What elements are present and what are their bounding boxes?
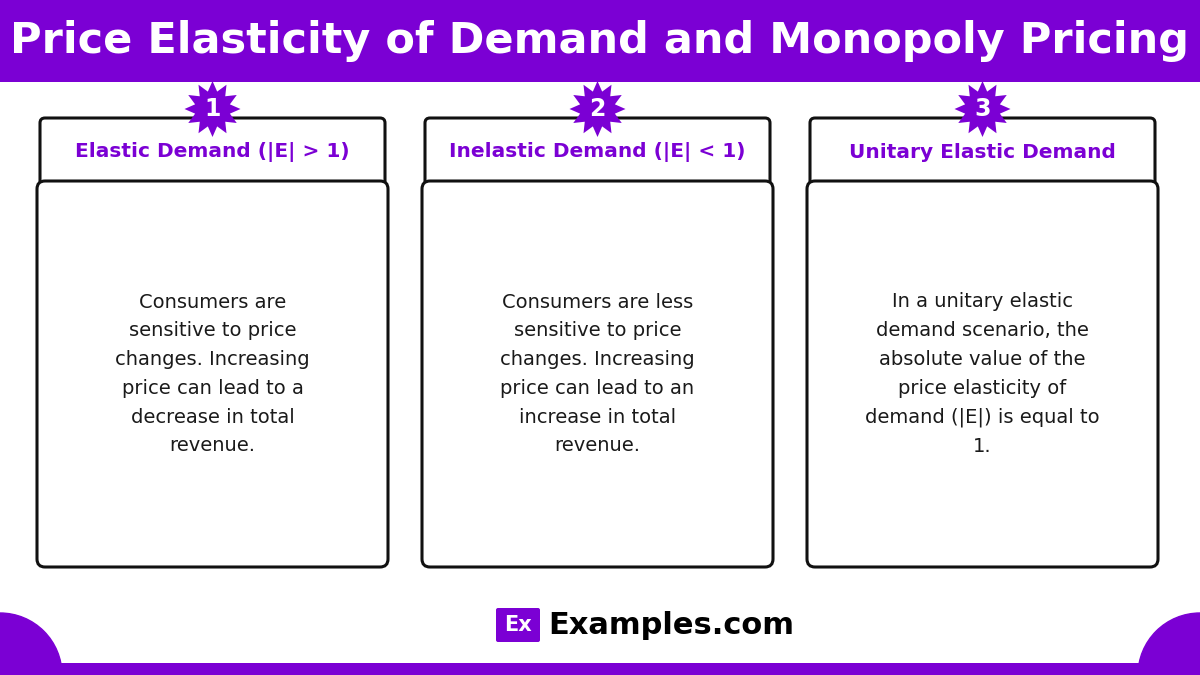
FancyBboxPatch shape <box>37 181 388 567</box>
Text: Consumers are
sensitive to price
changes. Increasing
price can lead to a
decreas: Consumers are sensitive to price changes… <box>115 293 310 456</box>
Text: 3: 3 <box>974 97 991 121</box>
FancyBboxPatch shape <box>0 663 1200 675</box>
Text: Examples.com: Examples.com <box>548 610 794 639</box>
Text: Ex: Ex <box>504 615 532 635</box>
Circle shape <box>1138 613 1200 675</box>
Polygon shape <box>954 81 1010 137</box>
Text: Inelastic Demand (|E| < 1): Inelastic Demand (|E| < 1) <box>449 142 745 162</box>
Text: Elastic Demand (|E| > 1): Elastic Demand (|E| > 1) <box>76 142 350 162</box>
FancyBboxPatch shape <box>808 181 1158 567</box>
FancyBboxPatch shape <box>425 118 770 186</box>
FancyBboxPatch shape <box>40 118 385 186</box>
Text: Price Elasticity of Demand and Monopoly Pricing: Price Elasticity of Demand and Monopoly … <box>11 20 1189 62</box>
Polygon shape <box>570 81 625 137</box>
FancyBboxPatch shape <box>810 118 1154 186</box>
Text: In a unitary elastic
demand scenario, the
absolute value of the
price elasticity: In a unitary elastic demand scenario, th… <box>865 292 1100 456</box>
Text: 2: 2 <box>589 97 606 121</box>
Text: Consumers are less
sensitive to price
changes. Increasing
price can lead to an
i: Consumers are less sensitive to price ch… <box>500 293 695 456</box>
Text: 1: 1 <box>204 97 221 121</box>
FancyBboxPatch shape <box>0 0 1200 82</box>
FancyBboxPatch shape <box>496 608 540 642</box>
Text: Unitary Elastic Demand: Unitary Elastic Demand <box>850 142 1116 161</box>
FancyBboxPatch shape <box>422 181 773 567</box>
Circle shape <box>0 613 62 675</box>
Polygon shape <box>185 81 240 137</box>
